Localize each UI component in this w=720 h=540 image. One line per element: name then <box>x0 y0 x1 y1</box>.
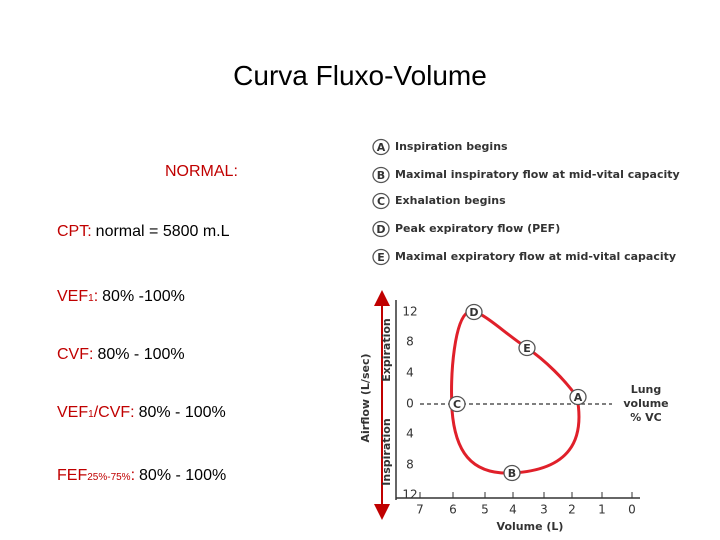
expiration-label: Expiration <box>380 318 393 382</box>
label-sub: 1 <box>88 293 94 304</box>
letter: D <box>469 306 478 319</box>
y-tick-label: 8 <box>406 335 414 349</box>
legend-text: Peak expiratory flow (PEF) <box>395 222 560 235</box>
parameter-label: CVF: <box>57 346 94 363</box>
x-tick-label: 2 <box>568 503 576 517</box>
parameter: CVF: 80% - 100% <box>57 346 185 364</box>
x-tick-label: 5 <box>481 503 489 517</box>
parameter: CPT: normal = 5800 m.L <box>57 223 230 241</box>
x-tick-label: 6 <box>449 503 457 517</box>
parameter-value: 80% - 100% <box>139 467 227 484</box>
lung-volume-label: Lung <box>631 383 662 396</box>
legend-text: Maximal expiratory flow at mid-vital cap… <box>395 250 676 263</box>
x-tick-label: 3 <box>540 503 548 517</box>
y-tick-label: 4 <box>406 427 414 441</box>
slide-title: Curva Fluxo-Volume <box>233 60 487 91</box>
parameter: FEF25%-75%: 80% - 100% <box>57 467 226 485</box>
x-axis-title: Volume (L) <box>497 520 564 533</box>
letter: A <box>574 391 583 404</box>
parameter-label: VEF1/CVF: <box>57 404 135 421</box>
letter: B <box>508 467 516 480</box>
parameter-value: normal = 5800 m.L <box>95 223 230 240</box>
letter: D <box>376 223 385 236</box>
parameter: VEF1: 80% -100% <box>57 288 185 306</box>
letter: E <box>523 342 531 355</box>
parameter-value: 80% - 100% <box>138 404 226 421</box>
letter: B <box>377 169 385 182</box>
letter-circle <box>465 303 483 321</box>
letter-circle <box>448 395 466 413</box>
legend-text: Exhalation begins <box>395 194 506 207</box>
x-tick-label: 0 <box>628 503 636 517</box>
y-tick-label: 12 <box>402 305 417 319</box>
label-end: /CVF: <box>93 404 135 421</box>
parameter-value: 80% -100% <box>102 288 185 305</box>
y-tick-label: 8 <box>406 458 414 472</box>
letter: C <box>377 195 385 208</box>
legend: A Inspiration begins B Maximal inspiratory … <box>372 138 680 266</box>
y-tick-label: 0 <box>406 397 414 411</box>
parameter-label: CPT: <box>57 223 92 240</box>
parameter-label: FEF25%-75%: <box>57 467 135 484</box>
label-end: : <box>130 467 136 484</box>
letter: C <box>453 398 461 411</box>
label-text: VEF <box>57 404 89 421</box>
parameter: VEF1/CVF: 80% - 100% <box>57 404 226 422</box>
parameter-value: 80% - 100% <box>97 346 185 363</box>
label-text: FEF <box>57 467 88 484</box>
normal-heading: NORMAL: <box>165 163 238 180</box>
x-tick-label: 7 <box>416 503 424 517</box>
label-sub: 25%-75% <box>87 472 131 483</box>
lung-volume-label: volume <box>623 397 668 410</box>
parameter-label: VEF1: <box>57 288 98 305</box>
inspiration-label: Inspiration <box>380 418 393 485</box>
y-axis-title: Airflow (L/sec) <box>359 353 372 442</box>
letter-circle <box>518 339 536 357</box>
y-tick-label: 4 <box>406 366 414 380</box>
letter: A <box>377 141 386 154</box>
label-end: : <box>93 288 99 305</box>
y-tick-label: 12 <box>402 488 417 502</box>
x-tick-label: 1 <box>598 503 606 517</box>
letter-circle <box>503 464 521 482</box>
flow-volume-loop <box>450 310 581 475</box>
letter-circle <box>372 248 390 266</box>
letter-circle <box>569 388 587 406</box>
letter-circle <box>372 166 390 184</box>
letter: E <box>377 251 385 264</box>
legend-text: Inspiration begins <box>395 140 508 153</box>
legend-text: Maximal inspiratory flow at mid-vital ca… <box>395 168 680 181</box>
lung-volume-label: % VC <box>630 411 661 424</box>
letter-circle <box>372 220 390 238</box>
letter-circle <box>372 138 390 156</box>
letter-circle <box>372 192 390 210</box>
x-tick-label: 4 <box>509 503 517 517</box>
label-sub: 1 <box>88 409 94 420</box>
loop-points: D E A C B <box>448 303 587 482</box>
label-text: VEF <box>57 288 89 305</box>
